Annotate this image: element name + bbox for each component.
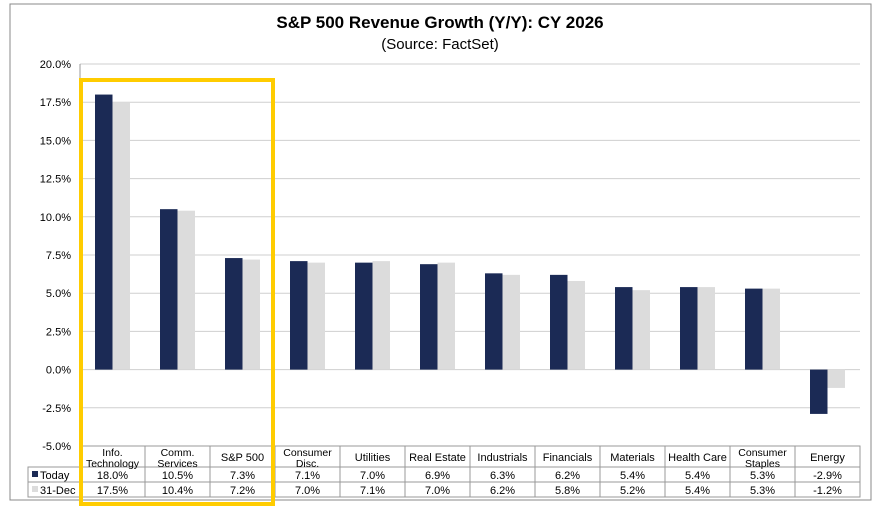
category-label: Energy <box>810 452 845 464</box>
category-label: Health Care <box>668 452 727 464</box>
bar-31-dec-9 <box>697 287 715 370</box>
category-label: Consumer <box>738 447 787 459</box>
category-label: Materials <box>610 452 655 464</box>
data-label: 5.4% <box>620 470 645 482</box>
data-label: 5.3% <box>750 485 775 497</box>
data-label: 7.1% <box>360 485 385 497</box>
bar-today-7 <box>550 274 568 370</box>
data-label: 5.3% <box>750 470 775 482</box>
legend-label: 31-Dec <box>40 485 76 497</box>
bar-31-dec-3 <box>307 262 325 370</box>
bar-today-3 <box>290 261 308 370</box>
chart-subtitle: (Source: FactSet) <box>381 36 499 53</box>
bar-today-11 <box>810 369 828 414</box>
y-tick-label: -5.0% <box>42 441 71 453</box>
legend-label: Today <box>40 470 70 482</box>
chart-frame <box>9 3 872 501</box>
chart-title: S&P 500 Revenue Growth (Y/Y): CY 2026 <box>276 13 603 32</box>
data-label: 5.4% <box>685 470 710 482</box>
highlight-box <box>79 78 275 506</box>
category-label: Info. <box>102 447 122 459</box>
data-label: 7.0% <box>295 485 320 497</box>
y-tick-label: 10.0% <box>40 212 71 224</box>
data-label: 5.4% <box>685 485 710 497</box>
y-tick-label: 12.5% <box>40 174 71 186</box>
data-label: 10.5% <box>162 470 193 482</box>
y-tick-label: 0.0% <box>46 365 71 377</box>
y-tick-label: 20.0% <box>40 59 71 71</box>
data-label: 6.2% <box>555 470 580 482</box>
data-label: 7.1% <box>295 470 320 482</box>
bar-today-6 <box>485 273 503 370</box>
category-label: S&P 500 <box>221 452 264 464</box>
legend-swatch-0 <box>32 471 38 477</box>
data-label: 7.0% <box>425 485 450 497</box>
data-label: 6.3% <box>490 470 515 482</box>
data-label: 17.5% <box>97 485 128 497</box>
bar-31-dec-7 <box>567 280 585 370</box>
bar-31-dec-4 <box>372 261 390 370</box>
bar-31-dec-11 <box>827 369 845 388</box>
category-label: Comm. <box>161 447 195 459</box>
bar-today-5 <box>420 264 438 370</box>
data-label: 6.9% <box>425 470 450 482</box>
category-label: Staples <box>745 458 780 470</box>
bar-31-dec-10 <box>762 288 780 370</box>
category-label: Utilities <box>355 452 391 464</box>
category-label: Technology <box>86 458 140 470</box>
y-tick-label: 7.5% <box>46 250 71 262</box>
data-label: 10.4% <box>162 485 193 497</box>
y-tick-label: 15.0% <box>40 135 71 147</box>
legend-swatch-1 <box>32 486 38 492</box>
bar-today-4 <box>355 262 373 370</box>
bar-31-dec-2 <box>242 259 260 370</box>
y-tick-label: 2.5% <box>46 326 71 338</box>
bar-today-10 <box>745 288 763 370</box>
y-tick-label: -2.5% <box>42 403 71 415</box>
y-tick-label: 5.0% <box>46 288 71 300</box>
data-label: 7.0% <box>360 470 385 482</box>
bar-today-0 <box>95 94 113 370</box>
bar-31-dec-5 <box>437 262 455 370</box>
bar-today-2 <box>225 258 243 370</box>
data-label: 7.2% <box>230 485 255 497</box>
bar-31-dec-0 <box>112 102 130 370</box>
data-label: 18.0% <box>97 470 128 482</box>
bar-today-1 <box>160 209 178 370</box>
y-tick-label: 17.5% <box>40 97 71 109</box>
data-label: 6.2% <box>490 485 515 497</box>
bar-today-9 <box>680 287 698 370</box>
category-label: Financials <box>543 452 593 464</box>
data-label: -2.9% <box>813 470 842 482</box>
bar-31-dec-1 <box>177 210 195 370</box>
bar-today-8 <box>615 287 633 370</box>
category-label: Industrials <box>477 452 528 464</box>
data-label: 7.3% <box>230 470 255 482</box>
data-label: 5.2% <box>620 485 645 497</box>
bar-31-dec-8 <box>632 290 650 370</box>
category-label: Real Estate <box>409 452 466 464</box>
data-label: 5.8% <box>555 485 580 497</box>
category-label: Consumer <box>283 447 332 459</box>
category-label: Disc. <box>296 458 319 470</box>
bar-31-dec-6 <box>502 274 520 370</box>
data-label: -1.2% <box>813 485 842 497</box>
category-label: Services <box>157 458 197 470</box>
